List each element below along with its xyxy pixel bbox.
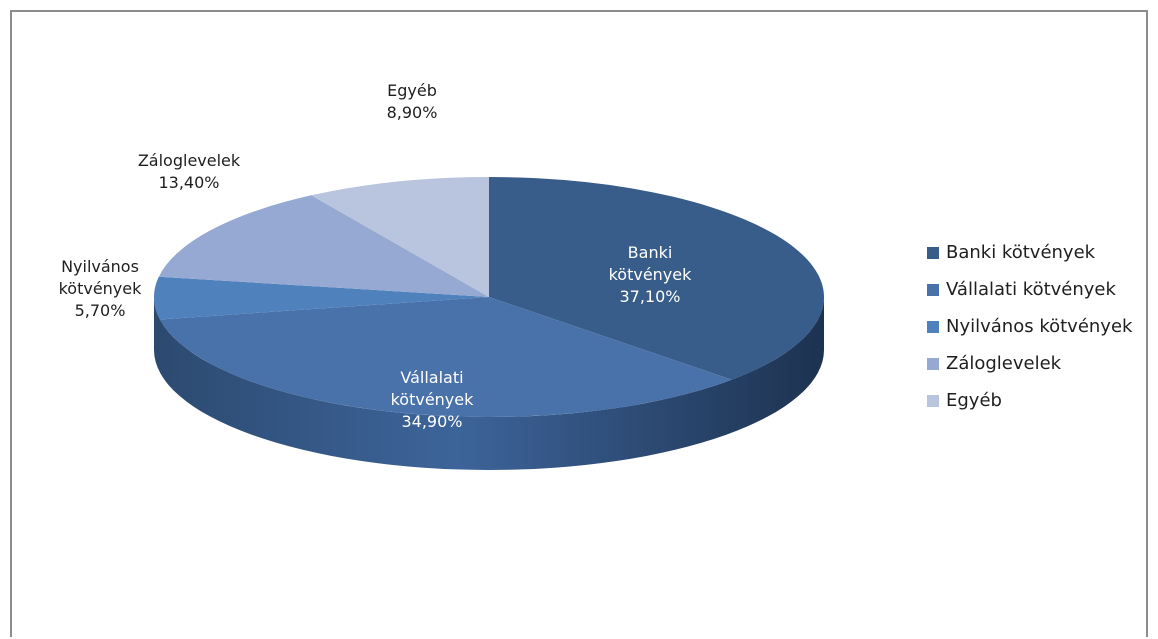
slice-labels: Banki kötvények 37,10% Vállalati kötvények 34… [59, 81, 693, 431]
legend-label: Egyéb [946, 390, 1002, 411]
slice-data-label: Záloglevelek [138, 151, 241, 170]
slice-data-label: 8,90% [387, 103, 438, 122]
legend-swatch [927, 246, 939, 259]
pie-slice [158, 195, 489, 297]
legend-item: Banki kötvények [927, 234, 1132, 271]
legend-item: Vállalati kötvények [927, 271, 1132, 308]
pie-layer [154, 177, 824, 470]
legend-swatch [927, 320, 939, 333]
pie-chart: Banki kötvények 37,10% Vállalati kötvények 34… [59, 81, 824, 470]
slice-data-label: kötvények [59, 279, 143, 298]
pie-slice [159, 297, 732, 417]
legend-swatch [927, 394, 939, 407]
pie-side-wall [154, 297, 824, 470]
legend-item: Záloglevelek [927, 345, 1132, 382]
slice-data-label: 34,90% [401, 412, 462, 431]
slice-data-label: 13,40% [158, 173, 219, 192]
slice-data-label: Egyéb [387, 81, 437, 100]
legend-swatch [927, 283, 939, 296]
slice-data-label: kötvények [391, 390, 475, 409]
slice-data-label: 5,70% [75, 301, 126, 320]
legend-label: Banki kötvények [946, 242, 1096, 263]
legend: Banki kötvények Vállalati kötvények Nyilvá… [927, 234, 1132, 419]
slice-data-label: Nyilvános [61, 257, 139, 276]
legend-label: Nyilvános kötvények [946, 316, 1133, 337]
chart-area: Banki kötvények 37,10% Vállalati kötvények 34… [10, 10, 1148, 637]
slice-data-label: Vállalati [400, 368, 463, 387]
legend-swatch [927, 357, 939, 370]
pie-slice [154, 276, 489, 320]
legend-label: Vállalati kötvények [946, 279, 1116, 300]
pie-slice [311, 177, 489, 297]
legend-item: Nyilvános kötvények [927, 308, 1132, 345]
pie-slice [489, 177, 824, 380]
legend-item: Egyéb [927, 382, 1132, 419]
slice-data-label: Banki [628, 243, 673, 262]
legend-label: Záloglevelek [946, 353, 1062, 374]
slice-data-label: kötvények [609, 265, 693, 284]
slice-data-label: 37,10% [619, 287, 680, 306]
